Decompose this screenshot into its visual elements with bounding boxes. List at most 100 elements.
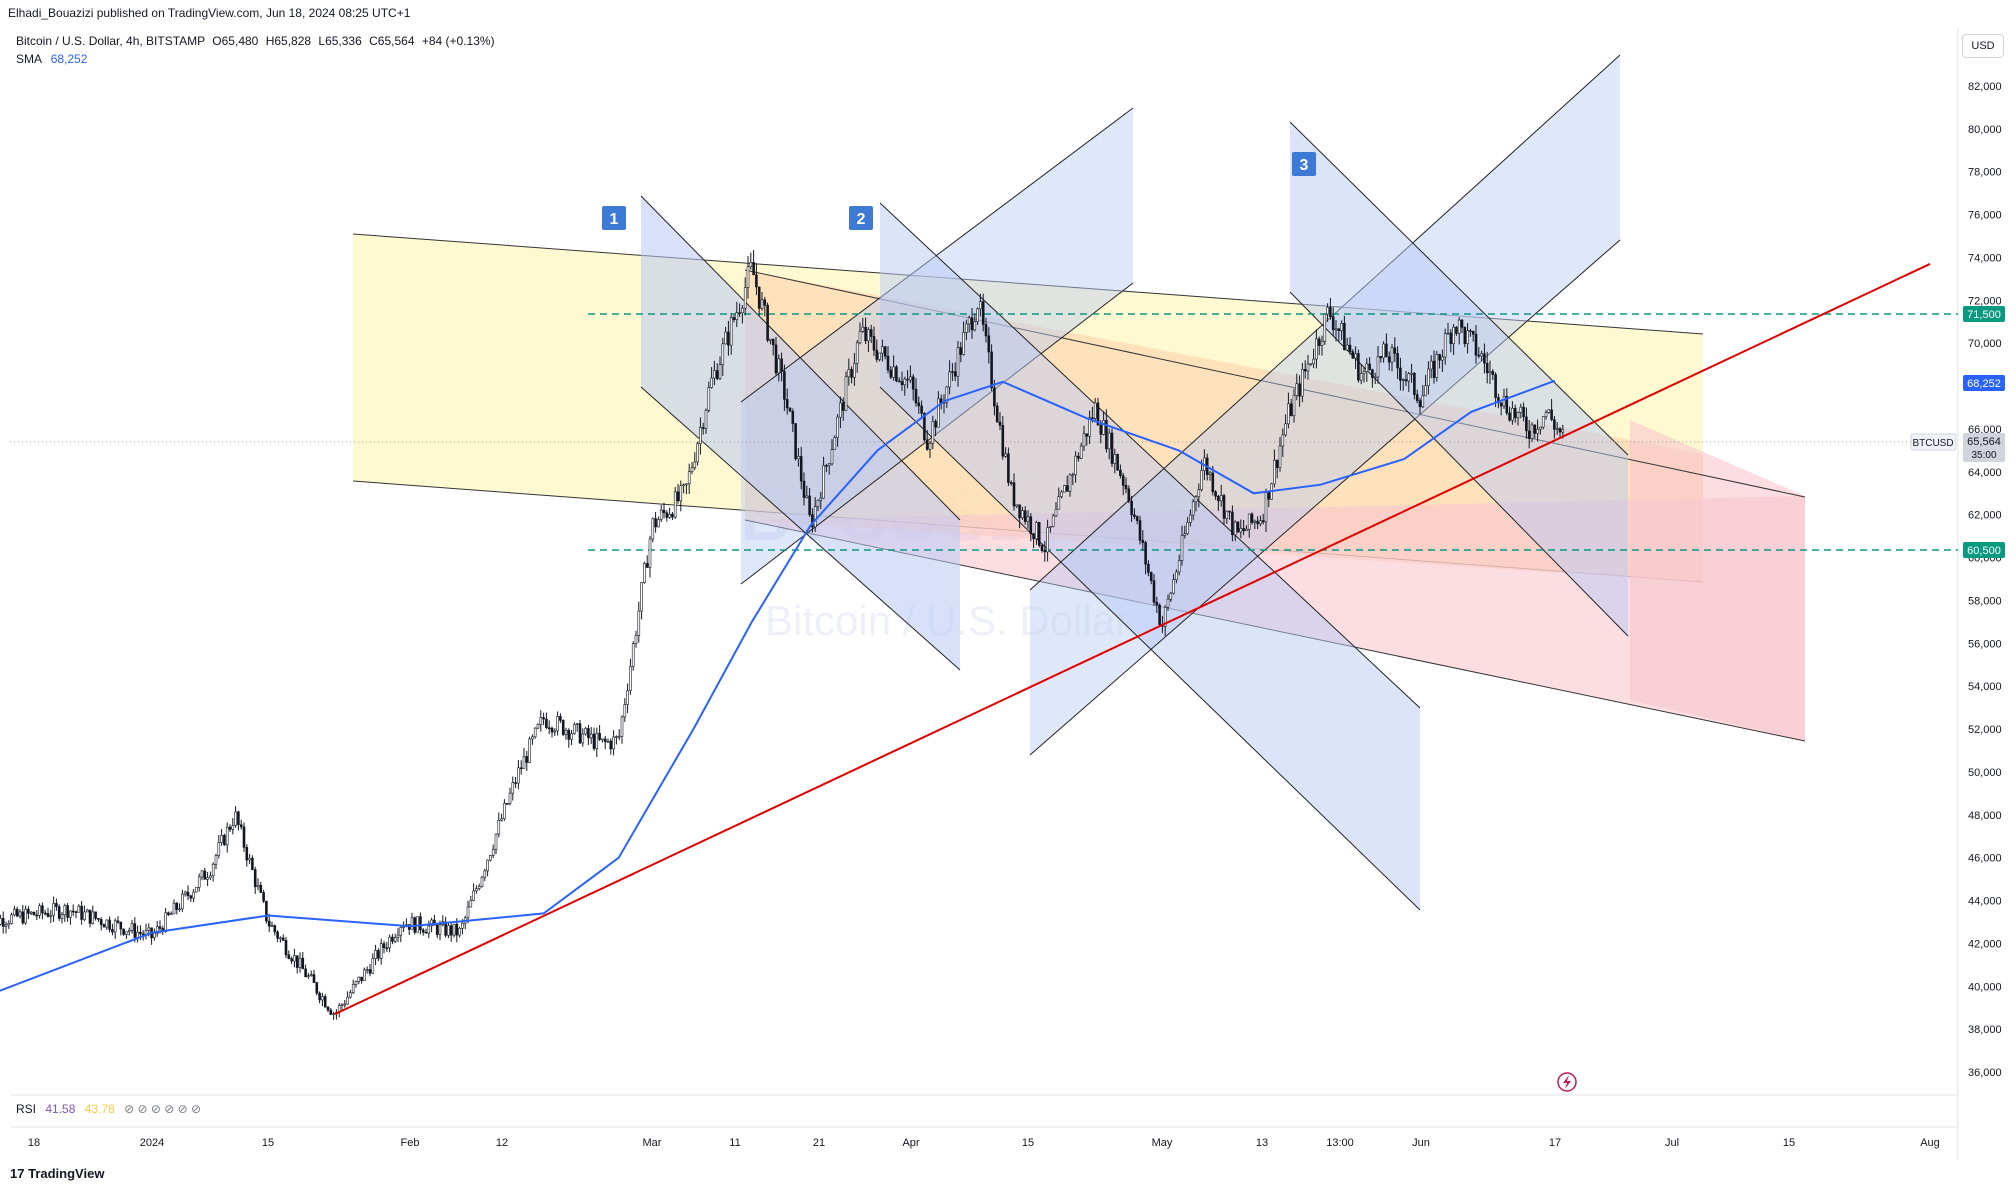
y-tick-label: 72,000 — [1968, 295, 2002, 307]
candle-body — [696, 443, 699, 463]
candle-body — [1021, 510, 1024, 519]
pitchfork-3[interactable] — [1290, 122, 1628, 636]
candle-body — [1312, 358, 1315, 365]
candle-body — [172, 902, 176, 915]
candle-body — [491, 848, 495, 856]
candle-body — [1180, 535, 1184, 561]
candle-body — [794, 423, 797, 460]
candle-body — [651, 518, 655, 540]
candle-body — [1432, 360, 1436, 378]
price-axis[interactable]: 82,000 80,000 78,000 76,000 74,000 72,000 70,0… — [1968, 81, 2002, 1079]
candle-body — [1281, 434, 1285, 447]
pitchfork-2[interactable] — [880, 203, 1420, 910]
logo-icon: 17 — [10, 1166, 25, 1181]
candle-body — [1345, 344, 1349, 351]
candle-body — [539, 717, 543, 725]
candle-body — [855, 342, 859, 364]
candle-body — [735, 312, 739, 320]
candle-body — [1471, 330, 1475, 335]
candle-body — [169, 913, 173, 916]
candle-body — [993, 387, 996, 407]
hidden-indicator-icons[interactable]: ⊘ ⊘ ⊘ ⊘ ⊘ ⊘ — [124, 1102, 202, 1116]
sma-legend[interactable]: SMA 68,252 — [16, 52, 87, 66]
candle-body — [755, 274, 758, 288]
ohlc-high: H65,828 — [265, 34, 312, 48]
candle-body — [1491, 371, 1495, 375]
candle-body — [567, 729, 571, 740]
x-tick-label: Feb — [401, 1137, 420, 1149]
x-tick-label: Apr — [902, 1137, 919, 1149]
candle-body — [1539, 426, 1542, 430]
candle-body — [771, 338, 775, 346]
candle-body — [1359, 373, 1363, 381]
candle-body — [573, 724, 576, 734]
candle-body — [738, 312, 741, 314]
candle-body — [1427, 368, 1430, 386]
time-axis[interactable]: 18 2024 15 Feb 12 Mar 11 21 Apr 15 May 13 13:00 Jun 17… — [28, 1137, 1940, 1149]
candle-body — [102, 924, 106, 928]
candle-body — [909, 376, 912, 381]
candle-body — [693, 461, 697, 469]
candle-body — [553, 730, 557, 733]
candle-body — [29, 911, 33, 914]
candle-body — [1107, 432, 1111, 450]
candle-body — [937, 398, 940, 428]
candle-body — [69, 910, 72, 918]
candle-body — [595, 732, 599, 749]
candle-body — [43, 912, 47, 915]
candle-body — [732, 317, 736, 320]
candle-body — [620, 716, 624, 737]
candle-body — [1457, 319, 1461, 334]
candle-body — [1085, 433, 1089, 437]
candle-body — [290, 958, 293, 962]
candle-body — [477, 886, 481, 889]
candle-body — [1460, 319, 1464, 328]
candle-body — [830, 449, 834, 465]
candle-body — [1485, 362, 1489, 374]
candle-body — [1418, 400, 1422, 408]
candle-body — [965, 323, 968, 333]
candle-body — [556, 716, 559, 732]
trend-line[interactable] — [334, 263, 1931, 1016]
candle-body — [1373, 376, 1377, 379]
candle-body — [382, 943, 386, 948]
candle-body — [1401, 379, 1405, 381]
currency-button[interactable]: USD — [1962, 34, 2004, 58]
candle-body — [1455, 326, 1458, 334]
candle-body — [615, 736, 618, 738]
candle-body — [1116, 453, 1119, 471]
candle-body — [1536, 428, 1539, 434]
candle-body — [365, 969, 369, 971]
price-tag-ticker: BTCUSD — [1912, 438, 1953, 449]
candle-body — [668, 513, 671, 518]
candle-body — [245, 847, 249, 861]
candle-body — [458, 927, 461, 936]
candle-body — [1110, 432, 1114, 464]
marker-3[interactable]: 3 — [1292, 152, 1316, 176]
candle-body — [60, 914, 64, 919]
candle-body — [1177, 560, 1181, 573]
candle-body — [1239, 528, 1243, 533]
candle-body — [262, 892, 265, 902]
candle-body — [844, 376, 848, 411]
candle-body — [1527, 430, 1531, 439]
y-tick-label: 42,000 — [1968, 938, 2002, 950]
candle-body — [136, 931, 139, 938]
marker-1[interactable]: 1 — [602, 206, 626, 230]
candle-body — [883, 346, 887, 357]
symbol-legend[interactable]: Bitcoin / U.S. Dollar, 4h, BITSTAMP O65,… — [16, 34, 495, 48]
candle-body — [825, 465, 828, 467]
x-tick-label: 21 — [813, 1137, 825, 1149]
rsi-legend[interactable]: RSI 41.58 43.78 ⊘ ⊘ ⊘ ⊘ ⊘ ⊘ — [16, 1102, 201, 1116]
candle-body — [606, 740, 610, 743]
x-tick-label: 11 — [729, 1137, 740, 1149]
candle-body — [494, 833, 498, 850]
candle-body — [833, 437, 837, 450]
x-tick-label: 12 — [496, 1137, 508, 1149]
tradingview-logo[interactable]: 17 TradingView — [10, 1166, 104, 1181]
candle-body — [920, 405, 923, 414]
candle-body — [1147, 563, 1150, 573]
lightning-icon[interactable] — [1557, 1072, 1577, 1092]
marker-2[interactable]: 2 — [849, 206, 873, 230]
